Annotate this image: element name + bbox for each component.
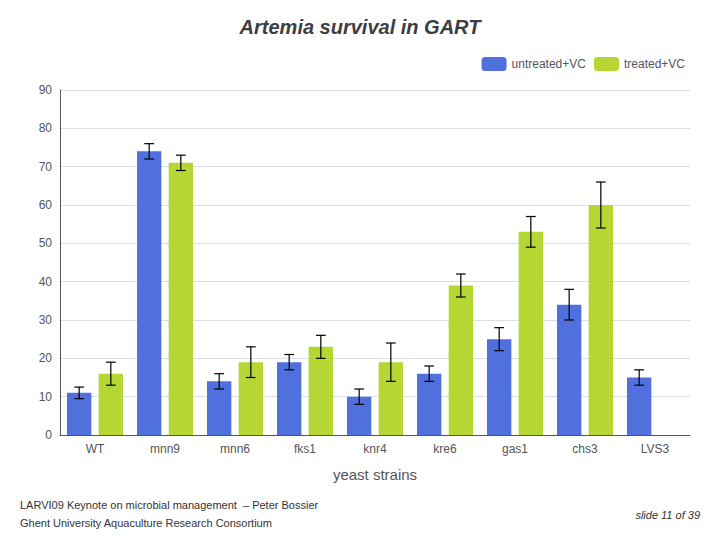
svg-text:mnn9: mnn9 [150,442,180,456]
svg-text:90: 90 [39,83,53,97]
svg-text:Artemia survival in GART: Artemia survival in GART [239,16,483,38]
svg-text:WT: WT [86,442,105,456]
svg-text:10: 10 [39,390,53,404]
svg-text:Ghent University Aquaculture R: Ghent University Aquaculture Research Co… [20,517,272,529]
svg-text:untreated+VC: untreated+VC [512,57,587,71]
svg-text:mnn6: mnn6 [220,442,250,456]
svg-text:gas1: gas1 [502,442,528,456]
svg-text:40: 40 [39,275,53,289]
svg-text:treated+VC: treated+VC [624,57,685,71]
svg-text:70: 70 [39,160,53,174]
svg-text:30: 30 [39,313,53,327]
svg-text:knr4: knr4 [363,442,387,456]
svg-text:20: 20 [39,351,53,365]
svg-text:0: 0 [45,428,52,442]
svg-text:kre6: kre6 [433,442,457,456]
svg-text:80: 80 [39,121,53,135]
svg-text:LVS3: LVS3 [641,442,670,456]
svg-text:chs3: chs3 [572,442,598,456]
svg-text:50: 50 [39,236,53,250]
svg-text:60: 60 [39,198,53,212]
svg-text:fks1: fks1 [294,442,316,456]
svg-text:yeast strains: yeast strains [333,466,417,483]
svg-text:LARVI09 Keynote on microbial m: LARVI09 Keynote on microbial management … [20,499,319,511]
svg-text:slide 11 of 39: slide 11 of 39 [635,509,700,521]
